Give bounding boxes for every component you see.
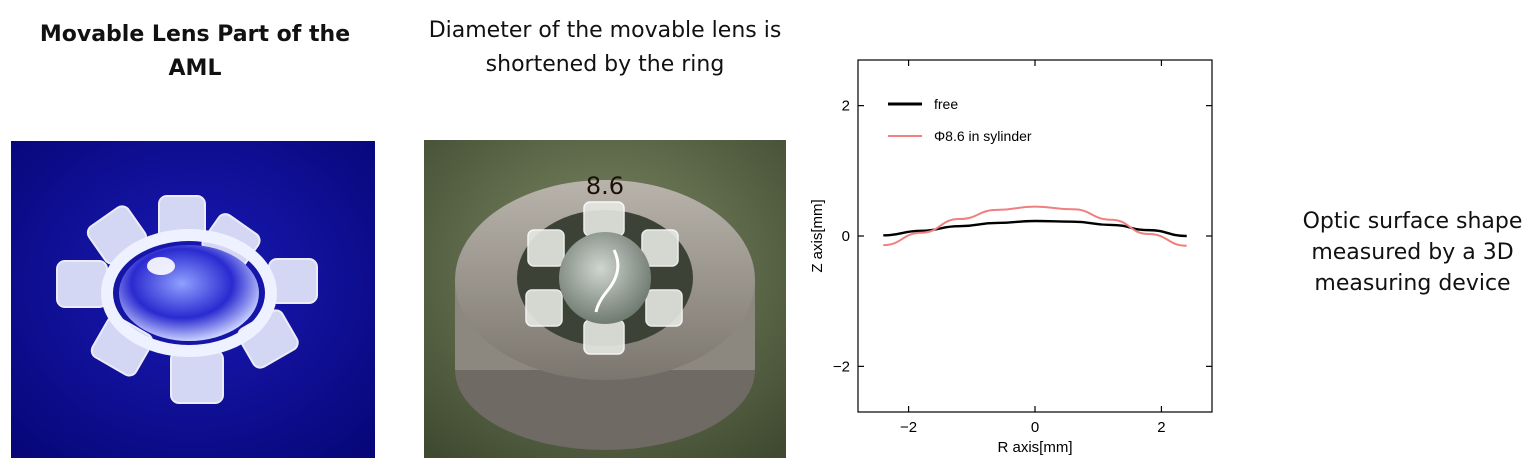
movable-lens-illustration xyxy=(11,141,375,458)
ring-fixture-photo: 8.6 xyxy=(424,140,786,458)
axis-ticks: −2 0 2 −2 0 2 xyxy=(833,60,1212,436)
x-tick-label: 2 xyxy=(1157,419,1165,436)
legend: free Φ8.6 in sylinder xyxy=(888,96,1032,144)
ring-size-label: 8.6 xyxy=(586,172,624,200)
y-tick-label: 0 xyxy=(842,228,850,245)
y-tick-label: 2 xyxy=(842,98,850,115)
y-tick-label: −2 xyxy=(833,358,850,375)
ring-diameter-caption: Diameter of the movable lens is shortene… xyxy=(428,18,782,77)
movable-lens-caption: Movable Lens Part of the AML xyxy=(39,22,351,81)
series-lines xyxy=(883,205,1187,247)
movable-lens-photo xyxy=(11,141,375,458)
y-axis-label: Z axis[mm] xyxy=(809,199,826,272)
x-tick-label: 0 xyxy=(1031,419,1039,436)
legend-label: free xyxy=(934,96,958,112)
series-line-cylinder xyxy=(883,205,1187,247)
surface-shape-chart: −2 0 2 −2 0 2 free Φ8.6 in sylinder R axis[mm]… xyxy=(809,59,1213,456)
x-tick-label: −2 xyxy=(900,419,917,436)
ring-fixture-illustration: 8.6 xyxy=(424,140,786,458)
legend-label: Φ8.6 in sylinder xyxy=(934,128,1032,144)
x-axis-label: R axis[mm] xyxy=(998,439,1073,456)
optic-surface-caption: Optic surface shape measured by a 3D mea… xyxy=(1302,209,1523,296)
